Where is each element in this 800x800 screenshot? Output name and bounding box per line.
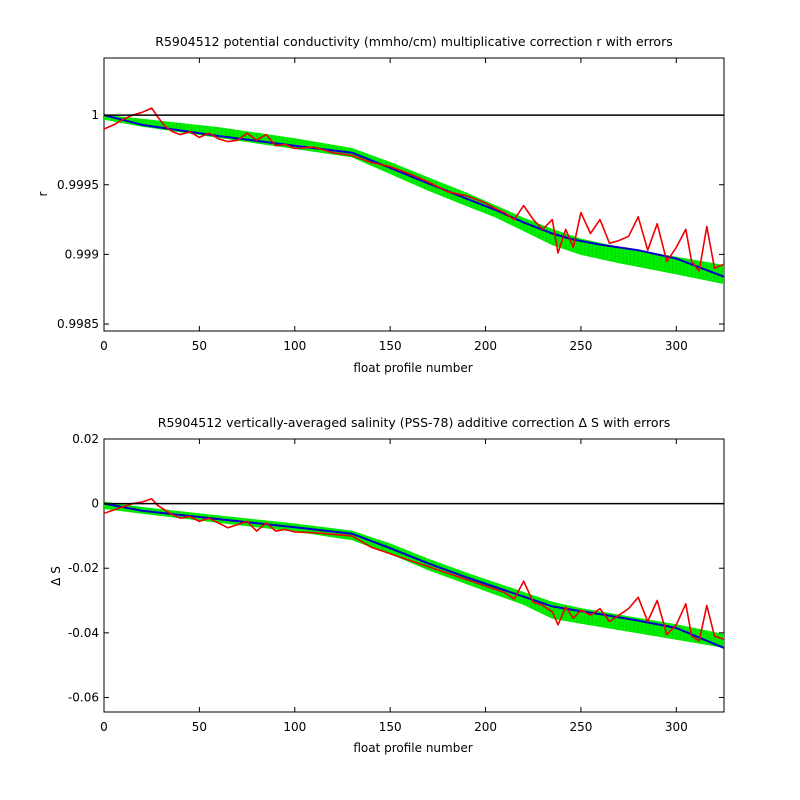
y-tick-label: -0.02 bbox=[68, 561, 99, 575]
x-tick-label: 150 bbox=[379, 339, 402, 353]
plot-marks bbox=[104, 497, 724, 649]
axes: 0 50 100 150 200 250 300 0.9985 0.999 0.9995 1 bbox=[57, 58, 724, 353]
y-tick-label: 1 bbox=[91, 108, 99, 122]
x-tick-label: 300 bbox=[665, 720, 688, 734]
plot-frame bbox=[103, 438, 725, 713]
x-tick-label: 200 bbox=[474, 339, 497, 353]
x-axis-label: float profile number bbox=[353, 741, 472, 755]
plot-marks bbox=[104, 107, 724, 285]
y-tick-label: 0.02 bbox=[72, 432, 99, 446]
y-tick-label: -0.04 bbox=[68, 626, 99, 640]
x-tick-label: 100 bbox=[283, 720, 306, 734]
x-tick-label: 50 bbox=[192, 339, 207, 353]
y-tick-label: 0 bbox=[91, 497, 99, 511]
x-tick-label: 200 bbox=[474, 720, 497, 734]
x-tick-label: 150 bbox=[379, 720, 402, 734]
axes: 0 50 100 150 200 250 300 -0.06 -0.04 -0.02 0 0.02 bbox=[68, 432, 724, 734]
y-axis-label: r bbox=[36, 191, 50, 196]
fit-line bbox=[104, 502, 724, 649]
y-tick-label: 0.999 bbox=[65, 247, 99, 261]
plot-frame bbox=[103, 57, 725, 332]
y-tick-label: 0.9995 bbox=[57, 178, 99, 192]
y-tick-label: -0.06 bbox=[68, 690, 99, 704]
panel-salinity-correction: R5904512 vertically-averaged salinity (P… bbox=[49, 415, 725, 755]
x-tick-label: 250 bbox=[569, 720, 592, 734]
chart-title: R5904512 potential conductivity (mmho/cm… bbox=[155, 34, 672, 49]
y-tick-label: 0.9985 bbox=[57, 317, 99, 331]
chart-title: R5904512 vertically-averaged salinity (P… bbox=[158, 415, 670, 430]
x-tick-label: 50 bbox=[192, 720, 207, 734]
raw-line bbox=[104, 497, 724, 642]
x-tick-label: 100 bbox=[283, 339, 306, 353]
raw-line bbox=[104, 107, 724, 272]
y-axis-label: Δ S bbox=[49, 566, 63, 586]
x-tick-label: 0 bbox=[100, 339, 108, 353]
panel-conductivity-correction: R5904512 potential conductivity (mmho/cm… bbox=[36, 34, 725, 375]
x-axis-label: float profile number bbox=[353, 361, 472, 375]
x-tick-label: 250 bbox=[569, 339, 592, 353]
x-tick-label: 300 bbox=[665, 339, 688, 353]
x-tick-label: 0 bbox=[100, 720, 108, 734]
